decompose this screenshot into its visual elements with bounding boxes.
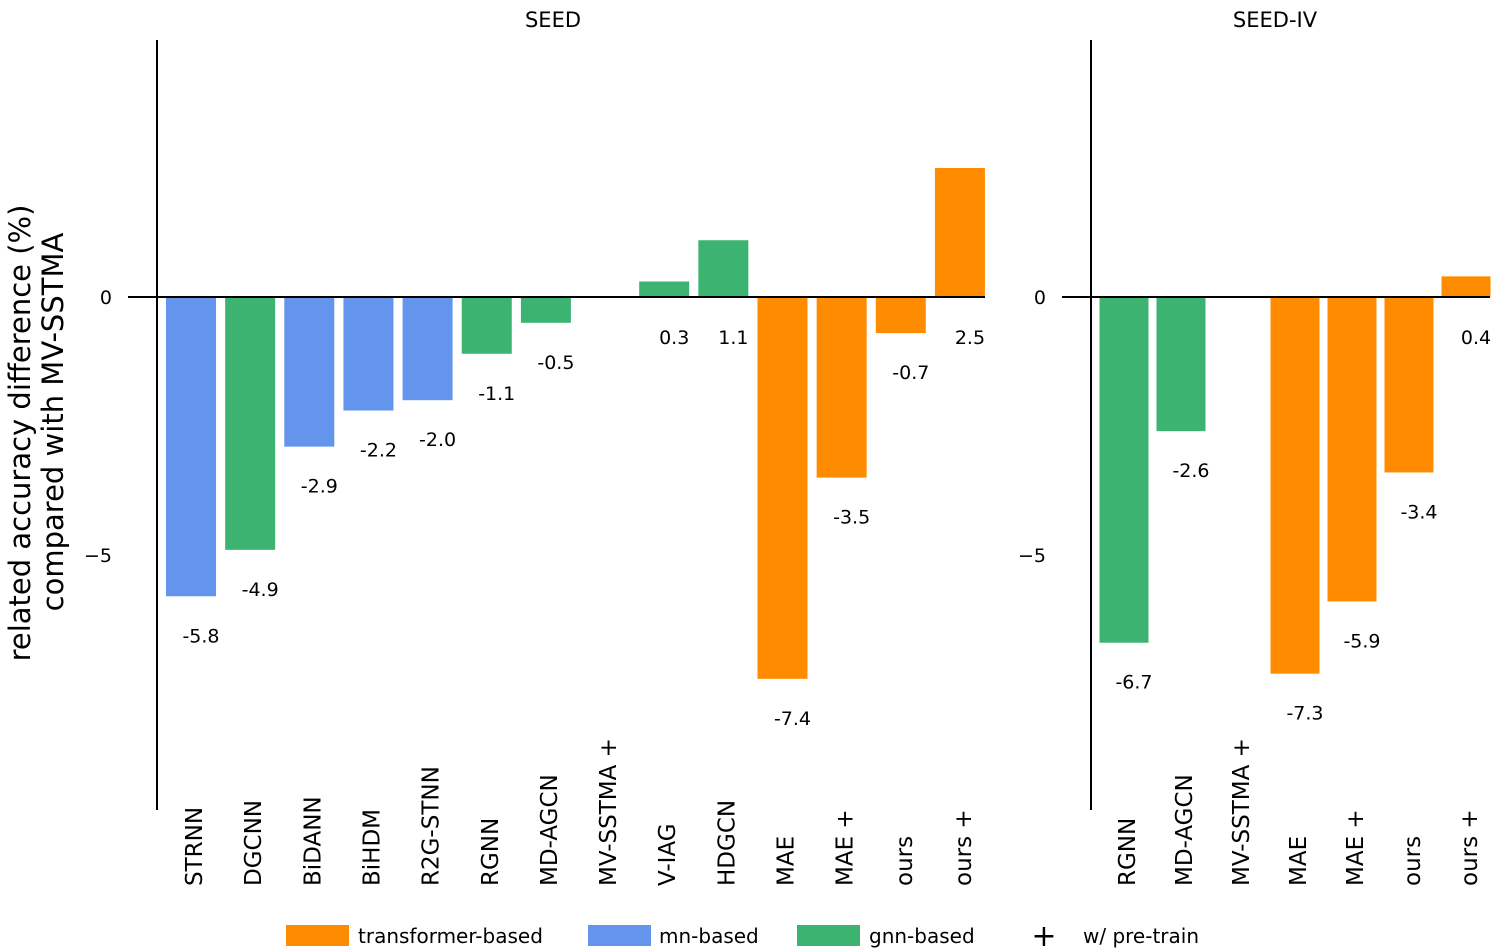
x-tick-label: MAE — [774, 836, 800, 886]
legend-label-rnn: mn-based — [659, 924, 759, 948]
data-label: -2.9 — [301, 476, 338, 498]
bar-strnn — [166, 297, 216, 597]
data-label: -5.8 — [182, 625, 219, 647]
bar-dgcnn — [225, 297, 276, 550]
x-tick-label: MAE — [1286, 836, 1312, 886]
data-label: -2.2 — [360, 440, 397, 462]
legend-swatch-gnn — [797, 925, 860, 946]
x-tick-label: MAE + — [833, 809, 859, 886]
bar-md-agcn — [1156, 297, 1206, 432]
y-tick-label: 0 — [1034, 287, 1046, 309]
x-tick-label: R2G-STNN — [419, 766, 445, 886]
x-tick-label: BiHDM — [359, 809, 385, 886]
x-tick-label: STRNN — [182, 807, 208, 886]
bar-mae — [1270, 297, 1320, 674]
data-label: -0.5 — [537, 352, 574, 374]
panel-seed-iv: 0 −5 -6.7 RGNN -2.6 MD-AGCN MV-SSTMA + -7.3 MAE -… — [1018, 40, 1491, 886]
bar-rgnn — [1099, 297, 1149, 643]
legend-label-gnn: gnn-based — [869, 924, 975, 948]
y-tick-label: −5 — [84, 545, 112, 567]
bar-ours — [875, 297, 926, 334]
y-axis-label: related accuracy difference (%) compared… — [3, 205, 70, 662]
data-label: -2.6 — [1172, 460, 1209, 482]
x-tick-label: ours — [1400, 836, 1426, 886]
bar-bidann — [284, 297, 335, 447]
data-label: -0.7 — [892, 362, 929, 384]
panel-title-seed: SEED — [525, 8, 581, 32]
y-axis-label-line1: related accuracy difference (%) — [3, 205, 37, 662]
y-tick-label: −5 — [1018, 545, 1046, 567]
x-tick-label: MD-AGCN — [1172, 774, 1198, 886]
data-label: -3.4 — [1400, 501, 1437, 523]
legend: transformer-based mn-based gnn-based + w… — [286, 919, 1199, 951]
legend-swatch-rnn — [588, 925, 651, 946]
y-tick-label: 0 — [100, 287, 112, 309]
data-label: 0.3 — [659, 327, 689, 349]
bar-mae — [757, 297, 808, 679]
data-label: -3.5 — [833, 507, 870, 529]
legend-label-pretrain: w/ pre-train — [1083, 924, 1199, 948]
x-tick-label: ours + — [1457, 809, 1483, 886]
bar-ours — [1384, 297, 1434, 473]
bar-ours — [1441, 276, 1491, 297]
data-label: -7.3 — [1286, 703, 1323, 725]
data-label: -2.0 — [419, 429, 456, 451]
y-axis-label-line2: compared with MV-SSTMA — [36, 233, 70, 612]
x-tick-label: BiDANN — [300, 796, 326, 886]
bar-mae — [1327, 297, 1377, 602]
x-tick-label: V-IAG — [655, 823, 681, 886]
x-tick-label: RGNN — [1115, 818, 1141, 886]
bar-bihdm — [343, 297, 394, 411]
bar-v-iag — [639, 281, 690, 297]
data-label: -7.4 — [774, 708, 811, 730]
legend-swatch-transformer — [286, 925, 349, 946]
bar-r2g-stnn — [402, 297, 453, 401]
x-tick-label: MD-AGCN — [537, 774, 563, 886]
data-label: -5.9 — [1343, 630, 1380, 652]
bar-hdgcn — [698, 240, 749, 297]
x-tick-label: HDGCN — [714, 800, 740, 886]
x-tick-label: DGCNN — [241, 800, 267, 886]
data-label: 1.1 — [718, 327, 748, 349]
x-tick-label: ours + — [951, 809, 977, 886]
data-label: -1.1 — [478, 383, 515, 405]
data-label: 2.5 — [955, 327, 985, 349]
legend-label-transformer: transformer-based — [358, 924, 543, 948]
panel-title-seed-iv: SEED-IV — [1233, 8, 1318, 32]
data-label: 0.4 — [1461, 327, 1491, 349]
data-label: -4.9 — [242, 579, 279, 601]
x-tick-label: MV-SSTMA + — [596, 738, 622, 886]
data-label: -6.7 — [1115, 672, 1152, 694]
x-tick-label: RGNN — [478, 818, 504, 886]
x-tick-label: ours — [892, 836, 918, 886]
bar-ours — [934, 168, 985, 297]
bar-md-agcn — [520, 297, 571, 323]
panel-seed: 0 −5 -5.8 STRNN -4.9 DGCNN -2.9 BiDANN -2.2 BiHDM… — [84, 40, 985, 886]
legend-plus-marker-icon: + — [1031, 919, 1056, 951]
x-tick-label: MV-SSTMA + — [1229, 738, 1255, 886]
x-tick-label: MAE + — [1343, 809, 1369, 886]
bar-rgnn — [461, 297, 512, 354]
bar-mae — [816, 297, 867, 478]
